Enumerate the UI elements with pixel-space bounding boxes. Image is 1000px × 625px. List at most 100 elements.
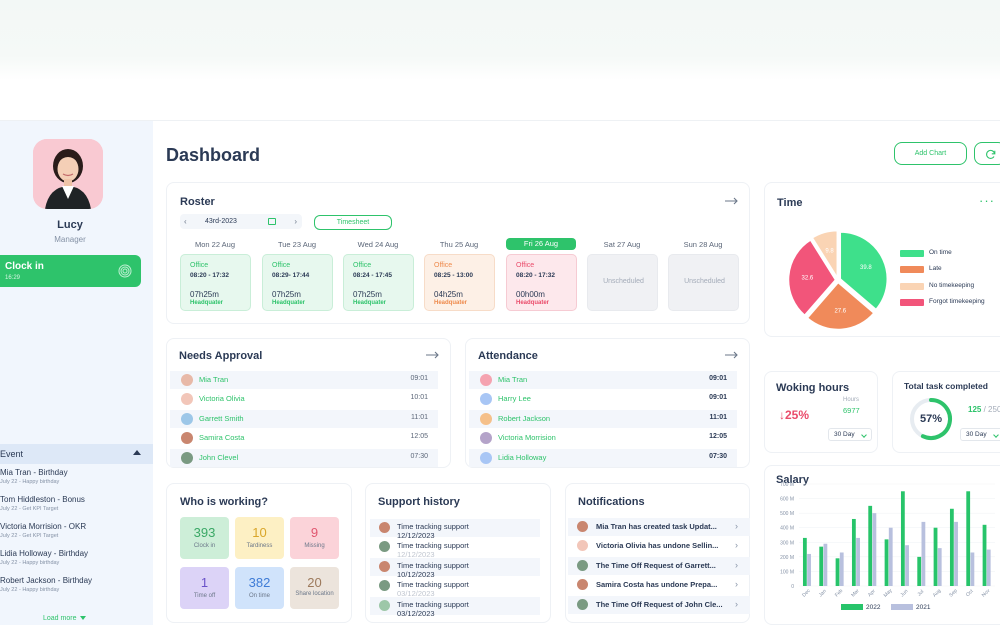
- y-tick-label: 0: [791, 584, 794, 590]
- event-name: Victoria Morrision - OKR: [0, 522, 87, 531]
- shift-duration: 04h25m: [434, 290, 463, 299]
- salary-bar[interactable]: [921, 521, 926, 586]
- shift-card[interactable]: Office 08:20 - 17:32 07h25m Headquater: [180, 254, 251, 311]
- timesheet-button[interactable]: Timesheet: [314, 215, 392, 230]
- pie-slice[interactable]: [811, 229, 839, 281]
- top-banner: [0, 0, 1000, 80]
- pie-slice[interactable]: [787, 238, 837, 317]
- chevron-right-icon: ›: [735, 521, 738, 531]
- refresh-button[interactable]: [974, 142, 1000, 165]
- event-section-header[interactable]: Event: [0, 444, 153, 464]
- stat-tile-on-time[interactable]: 382 On time: [235, 567, 284, 609]
- salary-bar[interactable]: [905, 545, 909, 586]
- list-item[interactable]: Mia Tran 09:01: [469, 371, 737, 389]
- salary-bar[interactable]: [966, 491, 971, 586]
- stat-tile-missing[interactable]: 9 Missing: [290, 517, 339, 559]
- event-item[interactable]: Tom Hiddleston - Bonus July 22 - Get KPI…: [0, 495, 153, 521]
- list-item[interactable]: Mia Tran has created task Updat... ›: [568, 518, 750, 536]
- list-item[interactable]: Time tracking support 03/12/2023: [370, 597, 540, 618]
- list-item[interactable]: Time tracking support 10/12/2023: [370, 558, 540, 579]
- salary-bar[interactable]: [982, 524, 987, 586]
- list-item[interactable]: Victoria Olivia has undone Sellin... ›: [568, 537, 750, 555]
- shift-location: Headquater: [272, 300, 306, 306]
- pie-slice[interactable]: [806, 281, 875, 331]
- salary-bar[interactable]: [970, 552, 975, 586]
- task-total: / 250: [983, 405, 1000, 414]
- list-item[interactable]: Victoria Morrision 12:05: [469, 429, 737, 447]
- list-item[interactable]: Garrett Smith 11:01: [170, 410, 438, 428]
- clock-in-time: 16:29: [5, 275, 21, 281]
- legend-swatch: [841, 604, 863, 610]
- more-options-icon[interactable]: ···: [979, 193, 995, 208]
- list-item[interactable]: The Time Off Request of John Cle... ›: [568, 596, 750, 614]
- list-item[interactable]: Robert Jackson 11:01: [469, 410, 737, 428]
- stat-tile-clock-in[interactable]: 393 Clock in: [180, 517, 229, 559]
- shift-card[interactable]: Office 08:24 - 17:45 07h25m Headquater: [343, 254, 414, 311]
- event-item[interactable]: Mia Tran - Birthday July 22 - Happy birt…: [0, 468, 153, 494]
- arrow-right-icon[interactable]: [426, 351, 440, 359]
- shift-card[interactable]: Unscheduled: [587, 254, 658, 311]
- chevron-right-icon[interactable]: ›: [294, 217, 297, 226]
- salary-bar[interactable]: [937, 548, 942, 586]
- salary-bar[interactable]: [868, 505, 873, 586]
- row-time: 07:30: [410, 453, 428, 460]
- shift-card[interactable]: Office 08:25 - 13:00 04h25m Headquater: [424, 254, 495, 311]
- event-item[interactable]: Robert Jackson - Birthday July 22 - Happ…: [0, 576, 153, 602]
- x-tick-label: Mar: [850, 588, 861, 599]
- pie-slice[interactable]: [839, 231, 889, 311]
- day-label-active: Fri 26 Aug: [506, 238, 576, 250]
- list-item[interactable]: Harry Lee 09:01: [469, 390, 737, 408]
- salary-bar[interactable]: [933, 527, 938, 586]
- list-item[interactable]: Victoria Olivia 10:01: [170, 390, 438, 408]
- salary-bar[interactable]: [949, 508, 954, 586]
- event-item[interactable]: Victoria Morrision - OKR July 22 - Get K…: [0, 522, 153, 548]
- day-label: Sat 27 Aug: [603, 240, 641, 249]
- list-item[interactable]: Mia Tran 09:01: [170, 371, 438, 389]
- stat-tile-time-off[interactable]: 1 Time off: [180, 567, 229, 609]
- add-chart-button[interactable]: Add Chart: [894, 142, 967, 165]
- y-tick-label: 600 M: [780, 497, 794, 503]
- salary-bar[interactable]: [819, 546, 824, 586]
- salary-bar[interactable]: [954, 521, 958, 586]
- working-hours-period-select[interactable]: 30 Day: [828, 428, 872, 441]
- x-tick-label: May: [883, 587, 894, 598]
- list-item[interactable]: Time tracking support 12/12/2023: [370, 538, 540, 559]
- clock-in-button[interactable]: Clock in 16:29: [0, 255, 141, 287]
- salary-bar[interactable]: [807, 553, 811, 586]
- event-item[interactable]: Lidia Holloway - Birthday July 22 - Happ…: [0, 549, 153, 575]
- load-more-button[interactable]: Load more: [43, 615, 87, 622]
- list-item[interactable]: The Time Off Request of Garrett... ›: [568, 557, 750, 575]
- shift-card[interactable]: Office 08:29- 17:44 07h25m Headquater: [262, 254, 333, 311]
- support-text: Time tracking support: [397, 580, 469, 589]
- list-item[interactable]: Time tracking support 12/12/2023: [370, 519, 540, 540]
- salary-bar[interactable]: [802, 537, 807, 586]
- list-item[interactable]: John Clevel 07:30: [170, 449, 438, 467]
- salary-bar[interactable]: [839, 552, 844, 586]
- chevron-right-icon: ›: [735, 599, 738, 609]
- chevron-left-icon[interactable]: ‹: [184, 217, 187, 226]
- total-task-period-select[interactable]: 30 Day: [960, 428, 1000, 441]
- salary-bar[interactable]: [856, 537, 860, 586]
- salary-bar[interactable]: [851, 518, 856, 586]
- salary-bar[interactable]: [884, 539, 889, 586]
- shift-card[interactable]: Unscheduled: [668, 254, 739, 311]
- avatar: [577, 521, 588, 532]
- avatar[interactable]: [33, 139, 103, 209]
- roster-date-picker[interactable]: ‹ 43rd-2023 ›: [180, 214, 302, 229]
- stat-tile-share-location[interactable]: 20 Share location: [290, 567, 339, 609]
- salary-bar[interactable]: [823, 543, 828, 586]
- list-item[interactable]: Lidia Holloway 07:30: [469, 449, 737, 467]
- salary-bar[interactable]: [835, 558, 840, 586]
- stat-tile-tardiness[interactable]: 10 Tardiness: [235, 517, 284, 559]
- salary-bar[interactable]: [917, 556, 922, 586]
- arrow-right-icon[interactable]: [725, 197, 739, 205]
- salary-bar[interactable]: [900, 491, 905, 586]
- salary-bar[interactable]: [888, 527, 893, 586]
- salary-bar[interactable]: [872, 513, 877, 586]
- list-item[interactable]: Time tracking support 03/12/2023: [370, 577, 540, 598]
- salary-bar[interactable]: [986, 549, 991, 586]
- shift-card[interactable]: Office 08:20 - 17:32 00h00m Headquater: [506, 254, 577, 311]
- arrow-right-icon[interactable]: [725, 351, 739, 359]
- list-item[interactable]: Samira Costa has undone Prepa... ›: [568, 576, 750, 594]
- list-item[interactable]: Samira Costa 12:05: [170, 429, 438, 447]
